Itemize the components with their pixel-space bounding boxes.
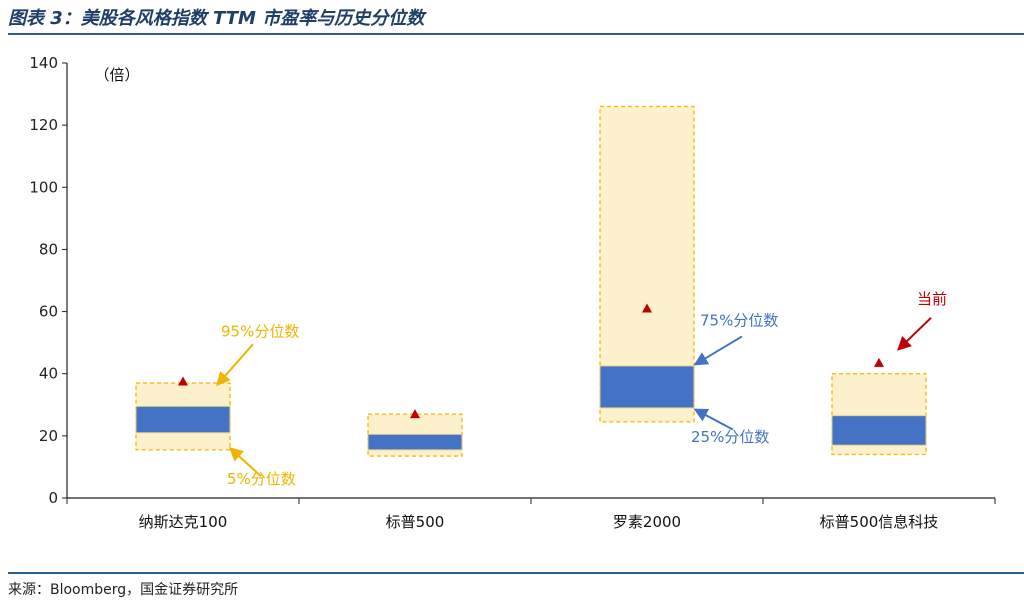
x-category-label: 罗素2000 bbox=[613, 513, 681, 531]
x-category-label: 标普500信息科技 bbox=[820, 513, 939, 531]
percentile-boxes bbox=[135, 105, 927, 457]
y-tick-label: 60 bbox=[39, 303, 58, 321]
p25-p75-range-box bbox=[599, 365, 695, 409]
current-value-marker bbox=[178, 376, 188, 386]
p25-p75-range-box bbox=[831, 415, 927, 446]
y-axis-ticks: 0 20 40 60 80 100 120 140 bbox=[29, 54, 67, 507]
y-tick-label: 40 bbox=[39, 365, 58, 383]
annotations: 95%分位数 5%分位数 75%分位数 25%分位数 当前 bbox=[216, 290, 947, 488]
chart-title: 图表 3：美股各风格指数 TTM 市盈率与历史分位数 bbox=[8, 8, 425, 29]
p25-annotation-label: 25%分位数 bbox=[691, 428, 769, 446]
current-value-marker bbox=[410, 409, 420, 419]
current-value-marker bbox=[874, 357, 884, 367]
p25-p75-range-box bbox=[367, 433, 463, 451]
title-rule bbox=[8, 33, 1024, 35]
y-axis-unit: （倍） bbox=[94, 66, 139, 84]
current-annotation-arrow bbox=[896, 317, 932, 351]
footer-rule bbox=[8, 572, 1024, 574]
p25-annotation-arrow bbox=[693, 408, 734, 431]
current-value-marker bbox=[642, 303, 652, 313]
y-tick-label: 20 bbox=[39, 427, 58, 445]
p95-annotation-arrow bbox=[216, 343, 254, 387]
x-category-label: 标普500 bbox=[386, 513, 445, 531]
source-note: 来源：Bloomberg，国金证券研究所 bbox=[8, 582, 239, 598]
p95-annotation-label: 95%分位数 bbox=[221, 322, 299, 340]
p5-annotation-label: 5%分位数 bbox=[227, 470, 296, 488]
p5-annotation-arrow bbox=[228, 446, 262, 477]
current-annotation-label: 当前 bbox=[917, 290, 947, 308]
x-axis-ticks: 纳斯达克100 标普500 罗素2000 标普500信息科技 bbox=[66, 498, 996, 531]
y-tick-label: 0 bbox=[48, 489, 58, 507]
y-tick-label: 120 bbox=[29, 116, 58, 134]
y-tick-label: 80 bbox=[39, 240, 58, 258]
p25-p75-range-box bbox=[135, 405, 231, 434]
p75-annotation-arrow bbox=[693, 335, 743, 366]
p75-annotation-label: 75%分位数 bbox=[700, 312, 778, 330]
y-tick-label: 100 bbox=[29, 178, 58, 196]
y-tick-label: 140 bbox=[29, 54, 58, 72]
x-category-label: 纳斯达克100 bbox=[139, 513, 228, 531]
current-markers bbox=[178, 303, 884, 419]
